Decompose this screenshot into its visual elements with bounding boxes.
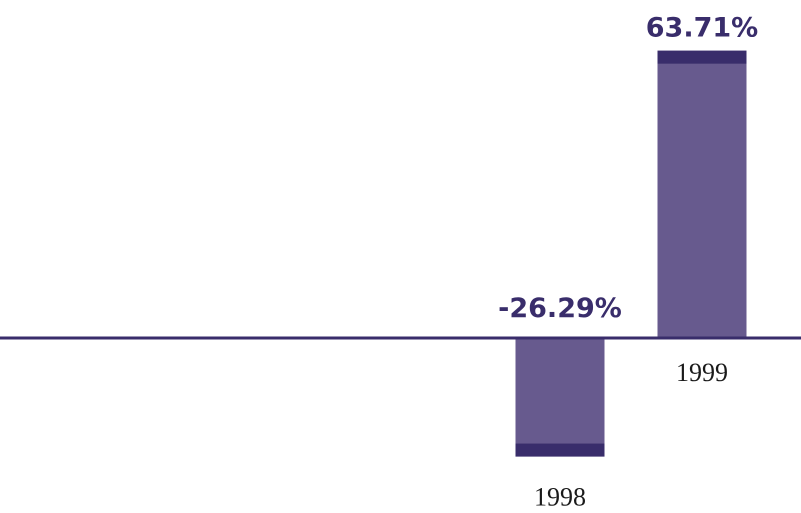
value-label-1999: 63.71%: [646, 13, 758, 44]
category-label-1999: 1999: [676, 358, 728, 387]
bar-cap-1999: [657, 50, 747, 64]
labels-group: -26.29% 1998 63.71% 1999: [498, 13, 758, 512]
value-label-1998: -26.29%: [498, 293, 622, 324]
category-label-1998: 1998: [534, 483, 586, 512]
bar-1999: [657, 50, 747, 338]
bar-cap-1998: [515, 443, 605, 457]
bars-group: [515, 50, 747, 457]
bar-1998: [515, 338, 605, 457]
